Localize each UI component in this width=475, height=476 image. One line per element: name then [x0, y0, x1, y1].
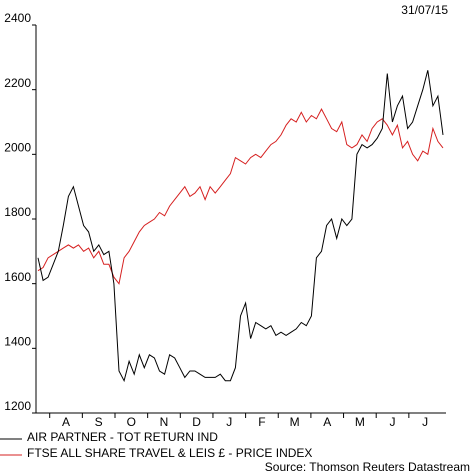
y-tick-label: 1200	[4, 399, 31, 413]
x-tick-label: J	[422, 415, 428, 429]
y-tick-label: 2000	[4, 141, 31, 155]
y-tick-label: 2400	[4, 11, 31, 25]
x-tick-label: J	[226, 415, 232, 429]
x-tick-label: J	[390, 415, 396, 429]
y-tick-label: 1600	[4, 270, 31, 284]
legend-label: AIR PARTNER - TOT RETURN IND	[27, 430, 218, 444]
series-line	[37, 108, 444, 285]
y-tick-label: 2200	[4, 76, 31, 90]
legend-label: FTSE ALL SHARE TRAVEL & LEIS £ - PRICE I…	[27, 446, 312, 460]
x-tick-label: D	[192, 415, 201, 429]
source: Source: Thomson Reuters Datastream	[265, 460, 470, 474]
chart-date: 31/07/15	[401, 3, 448, 17]
x-tick-label: N	[160, 415, 169, 429]
x-tick-label: A	[323, 415, 331, 429]
y-tick-label: 1400	[4, 335, 31, 349]
x-tick-label: O	[127, 415, 136, 429]
x-tick-label: M	[290, 415, 300, 429]
y-tick-label: 1800	[4, 205, 31, 219]
series-line	[37, 70, 444, 383]
x-tick-label: S	[95, 415, 103, 429]
x-tick-label: M	[355, 415, 365, 429]
x-tick-label: A	[62, 415, 70, 429]
x-tick-label: F	[258, 415, 265, 429]
